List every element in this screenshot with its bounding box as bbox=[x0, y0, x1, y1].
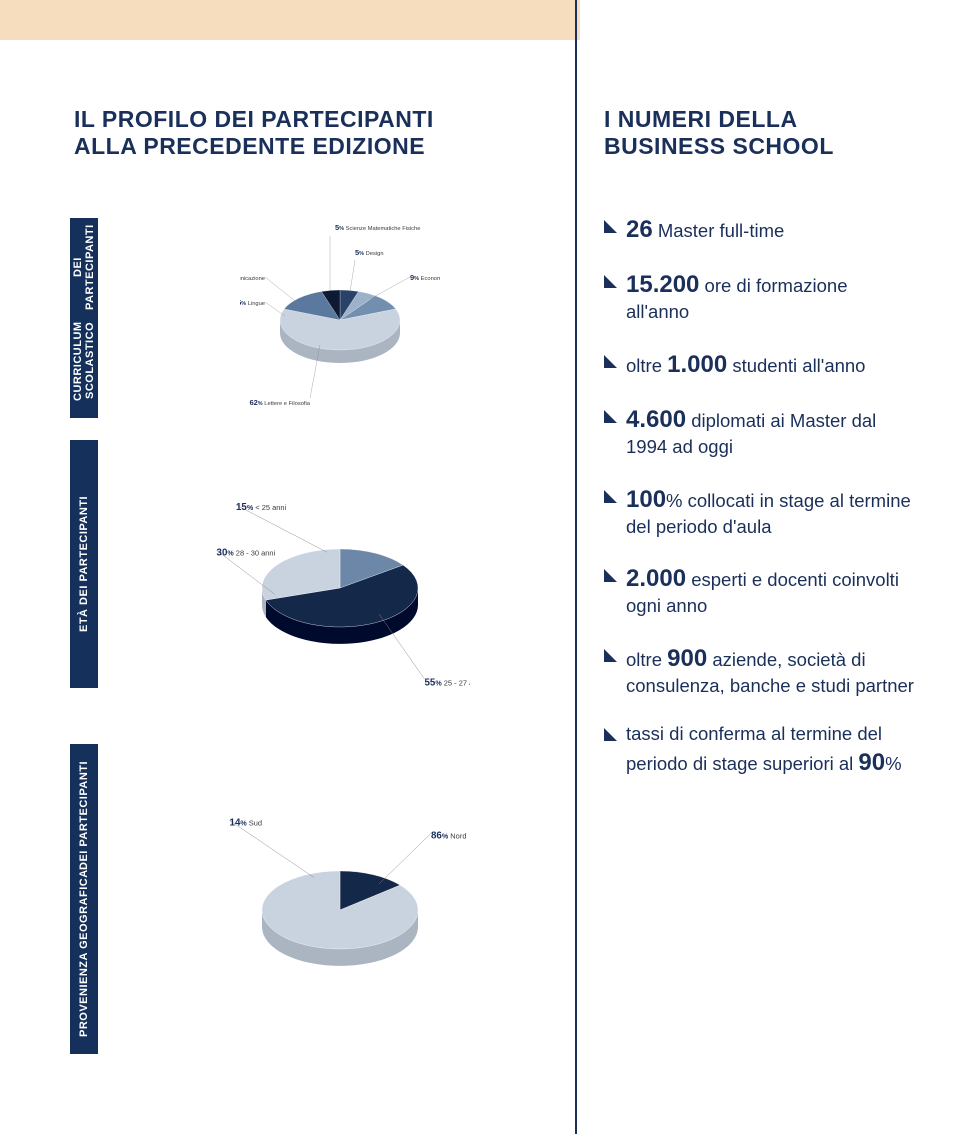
stat-item: 15.200 ore di formazione all'anno bbox=[604, 269, 914, 325]
svg-text:5% Scienze Matematiche Fisiche: 5% Scienze Matematiche Fisiche bbox=[335, 223, 420, 232]
triangle-icon bbox=[604, 220, 617, 233]
sidebar-age-label: ETÀ DEI PARTECIPANTI bbox=[70, 440, 98, 688]
sidebar-curriculum-line1: CURRICULUM SCOLASTICO bbox=[72, 310, 96, 412]
stat-number: 2.000 bbox=[626, 565, 686, 592]
triangle-icon bbox=[604, 275, 617, 288]
stat-item: 26 Master full-time bbox=[604, 214, 914, 245]
svg-text:14% Sud: 14% Sud bbox=[230, 818, 263, 829]
stat-number: 4.600 bbox=[626, 406, 686, 433]
chart-age: 15% < 25 anni 55% 25 - 27 anni 30% 28 - 30… bbox=[210, 438, 470, 738]
title-right: I NUMERI DELLA BUSINESS SCHOOL bbox=[604, 106, 834, 160]
stat-number: 1.000 bbox=[667, 351, 727, 378]
stat-item: oltre 1.000 studenti all'anno bbox=[604, 349, 914, 380]
triangle-icon bbox=[604, 355, 617, 368]
svg-text:62% Lettere e Filosofia: 62% Lettere e Filosofia bbox=[249, 398, 310, 407]
sidebar-geo-line2: DEI PARTECIPANTI bbox=[78, 761, 90, 870]
vertical-divider bbox=[575, 0, 577, 1134]
triangle-icon bbox=[604, 569, 617, 582]
svg-text:15% < 25 anni: 15% < 25 anni bbox=[236, 502, 287, 513]
chart-geo: 14% Sud 86% Nord bbox=[210, 760, 470, 1060]
stat-number: 26 bbox=[626, 216, 653, 243]
title-left-line1: IL PROFILO DEI PARTECIPANTI bbox=[74, 106, 434, 132]
svg-text:55% 25 - 27 anni: 55% 25 - 27 anni bbox=[425, 678, 471, 689]
header-band bbox=[0, 0, 580, 40]
stat-number: 100 bbox=[626, 486, 666, 513]
stat-item: tassi di conferma al termine del periodo… bbox=[604, 722, 914, 778]
triangle-icon bbox=[604, 728, 617, 741]
title-left: IL PROFILO DEI PARTECIPANTI ALLA PRECEDE… bbox=[74, 106, 434, 160]
stat-number: 15.200 bbox=[626, 271, 699, 298]
sidebar-geo-label: PROVENIENZA GEOGRAFICA DEI PARTECIPANTI bbox=[70, 744, 98, 1054]
title-right-line1: I NUMERI DELLA bbox=[604, 106, 798, 132]
stats-column: 26 Master full-time 15.200 ore di formazi… bbox=[604, 214, 914, 802]
chart-curriculum: 5% Scienze Matematiche Fisiche 5% Design 9… bbox=[240, 190, 440, 450]
title-right-line2: BUSINESS SCHOOL bbox=[604, 133, 834, 159]
svg-text:14% Comunicazione: 14% Comunicazione bbox=[240, 273, 265, 282]
sidebar-age-line: ETÀ DEI PARTECIPANTI bbox=[78, 496, 90, 632]
svg-text:30% 28 - 30 anni: 30% 28 - 30 anni bbox=[217, 548, 276, 559]
stat-number: 900 bbox=[667, 645, 707, 672]
sidebar-curriculum-line2: DEI PARTECIPANTI bbox=[72, 224, 96, 310]
title-left-line2: ALLA PRECEDENTE EDIZIONE bbox=[74, 133, 425, 159]
stat-number: 90 bbox=[858, 749, 885, 776]
svg-text:5% Design: 5% Design bbox=[355, 248, 384, 257]
stat-item: 2.000 esperti e docenti coinvolti ogni a… bbox=[604, 563, 914, 619]
sidebar-curriculum-label: CURRICULUM SCOLASTICO DEI PARTECIPANTI bbox=[70, 218, 98, 418]
svg-text:86% Nord: 86% Nord bbox=[431, 831, 466, 842]
sidebar-geo-line1: PROVENIENZA GEOGRAFICA bbox=[78, 870, 90, 1038]
stat-item: oltre 900 aziende, società di consulenza… bbox=[604, 643, 914, 699]
stat-item: 4.600 diplomati ai Master dal 1994 ad og… bbox=[604, 404, 914, 460]
triangle-icon bbox=[604, 410, 617, 423]
triangle-icon bbox=[604, 649, 617, 662]
stat-item: 100% collocati in stage al termine del p… bbox=[604, 484, 914, 540]
svg-text:9% Economia: 9% Economia bbox=[410, 273, 440, 282]
triangle-icon bbox=[604, 490, 617, 503]
svg-text:5% Lingue: 5% Lingue bbox=[240, 298, 265, 307]
